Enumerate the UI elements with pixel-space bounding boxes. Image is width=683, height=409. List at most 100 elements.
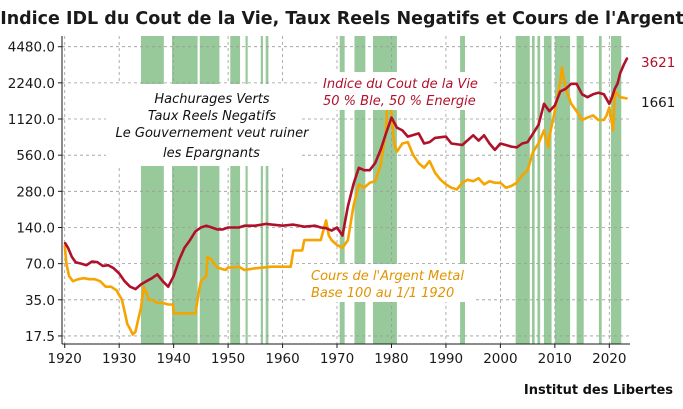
axes bbox=[61, 36, 630, 345]
silver-data-point bbox=[325, 219, 327, 222]
silver-data-point bbox=[126, 323, 128, 325]
silver-data-point bbox=[143, 286, 145, 288]
cost-data-point bbox=[445, 136, 447, 138]
shade-band bbox=[265, 36, 269, 344]
cost-data-point bbox=[363, 169, 365, 171]
silver-data-point bbox=[271, 266, 273, 268]
cost-data-point bbox=[423, 142, 425, 145]
cost-data-point bbox=[374, 162, 376, 164]
y-tick-label: 140.0 bbox=[16, 220, 55, 236]
silver-data-point bbox=[132, 333, 134, 336]
x-tick-label: 2020 bbox=[592, 351, 626, 367]
cost-data-point bbox=[499, 142, 501, 145]
cost-data-point bbox=[616, 83, 619, 85]
silver-data-point bbox=[619, 96, 621, 98]
silver-series-label: Cours de l'Argent Metal Base 100 au 1/1 … bbox=[305, 264, 473, 302]
shading-note: Hachurages Verts Taux Reels Negatifs Le … bbox=[106, 84, 310, 166]
silver-data-point bbox=[369, 182, 371, 184]
silver-data-point bbox=[328, 234, 330, 237]
shade-band bbox=[543, 36, 552, 344]
silver-data-point bbox=[606, 114, 608, 116]
cost-data-point bbox=[189, 239, 191, 241]
silver-data-point bbox=[543, 129, 545, 131]
cost-data-point bbox=[320, 226, 322, 229]
cost-data-point bbox=[178, 259, 180, 261]
cost-data-point bbox=[85, 264, 88, 266]
cost-data-point bbox=[211, 226, 213, 229]
cost-data-point bbox=[554, 104, 556, 107]
silver-data-point bbox=[505, 187, 507, 189]
cost-data-point bbox=[129, 286, 131, 288]
silver-data-point bbox=[576, 110, 578, 112]
silver-data-point bbox=[612, 129, 614, 131]
cost-data-point bbox=[151, 277, 153, 279]
silver-data-point bbox=[65, 263, 67, 265]
silver-data-point bbox=[390, 114, 393, 116]
silver-data-point bbox=[183, 312, 186, 314]
silver-data-point bbox=[121, 299, 123, 301]
silver-data-point bbox=[380, 164, 382, 166]
silver-data-point bbox=[290, 266, 292, 268]
cost-data-point bbox=[71, 256, 73, 258]
cost-data-point bbox=[597, 92, 600, 94]
silver-data-point bbox=[189, 312, 191, 314]
silver-data-point bbox=[148, 299, 150, 301]
y-tick-label: 560.0 bbox=[16, 148, 55, 164]
shade-band bbox=[339, 36, 345, 344]
silver-data-point bbox=[137, 318, 139, 321]
cost-data-point bbox=[494, 149, 496, 151]
silver-data-point bbox=[467, 179, 469, 181]
silver-data-point bbox=[570, 103, 572, 105]
cost-data-point bbox=[390, 117, 393, 119]
x-tick-label: 2000 bbox=[483, 351, 517, 367]
silver-data-point bbox=[393, 142, 395, 145]
silver-data-point bbox=[320, 239, 322, 241]
cost-data-point bbox=[614, 88, 616, 90]
cost-series-label-line-2: 50 % Ble, 50 % Energie bbox=[323, 94, 476, 109]
cost-data-point bbox=[96, 261, 98, 263]
silver-data-point bbox=[206, 256, 208, 258]
silver-data-point bbox=[83, 277, 85, 279]
silver-end-value: 1661 bbox=[641, 95, 675, 111]
cost-of-living-series bbox=[63, 57, 629, 291]
silver-data-point bbox=[341, 247, 344, 249]
cost-data-point bbox=[385, 132, 387, 134]
cost-data-point bbox=[238, 226, 240, 229]
cost-data-point bbox=[418, 132, 420, 134]
shading-note-line-1: Hachurages Verts bbox=[154, 92, 269, 107]
cost-data-point bbox=[369, 169, 371, 171]
shade-band bbox=[245, 36, 248, 344]
x-axis-ticks: 1920 1930 1940 1950 1960 1970 1980 1990 2000 2010… bbox=[48, 344, 626, 367]
silver-data-point bbox=[363, 187, 365, 189]
silver-data-point bbox=[68, 275, 70, 277]
cost-data-point bbox=[537, 124, 540, 126]
cost-data-point bbox=[472, 134, 474, 136]
silver-data-point bbox=[301, 249, 303, 252]
silver-data-point bbox=[603, 119, 605, 121]
silver-data-point bbox=[99, 280, 101, 282]
silver-data-point bbox=[532, 151, 534, 153]
silver-data-point bbox=[173, 312, 175, 314]
cost-data-point bbox=[331, 230, 333, 232]
y-tick-label: 280.0 bbox=[16, 184, 55, 200]
silver-data-point bbox=[110, 286, 112, 288]
silver-data-point bbox=[434, 172, 436, 174]
cost-data-point bbox=[450, 142, 452, 145]
cost-data-point bbox=[483, 134, 485, 136]
cost-data-point bbox=[265, 223, 267, 225]
silver-data-point bbox=[140, 307, 142, 309]
cost-data-point bbox=[586, 96, 589, 98]
cost-series-label-box bbox=[318, 72, 494, 110]
cost-data-point bbox=[91, 260, 93, 263]
silver-data-point bbox=[77, 278, 79, 280]
cost-data-point bbox=[232, 226, 235, 229]
cost-data-point bbox=[570, 83, 572, 85]
cost-series-label: Indice du Cout de la Vie 50 % Ble, 50 % … bbox=[318, 72, 494, 110]
cost-data-point bbox=[173, 275, 175, 277]
y-tick-label: 70.0 bbox=[25, 257, 55, 273]
cost-data-point bbox=[434, 137, 436, 139]
cost-data-point bbox=[216, 228, 218, 230]
silver-data-point bbox=[608, 106, 610, 108]
shade-band bbox=[230, 36, 241, 344]
